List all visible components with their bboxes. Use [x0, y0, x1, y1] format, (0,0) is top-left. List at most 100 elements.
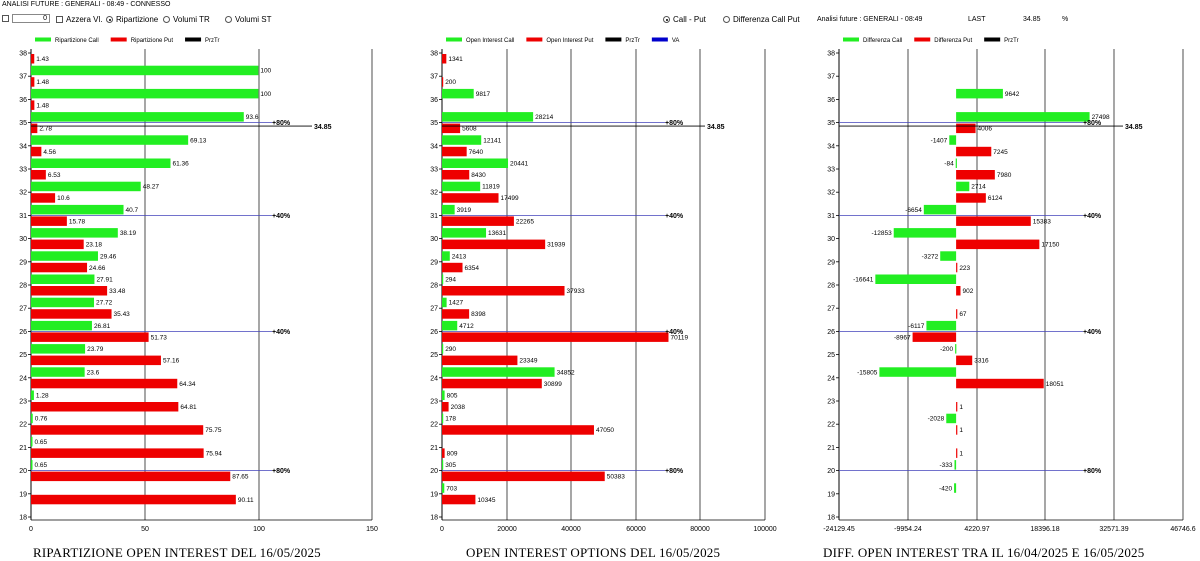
spin-input[interactable]: 0 [12, 14, 50, 23]
y-tick-label: 27 [430, 306, 438, 313]
legend-label-0: Ripartizione Call [55, 38, 99, 44]
y-tick-label: 18 [430, 515, 438, 522]
y-tick-label: 24 [19, 375, 27, 382]
diff-call-put-radio[interactable]: Differenza Call Put [723, 15, 800, 24]
bar-put [31, 309, 112, 319]
legend-swatch-2 [185, 37, 202, 42]
x-tick-label: 50 [141, 526, 149, 533]
bar-label: 2413 [452, 253, 467, 260]
bar-put [956, 425, 958, 435]
bar-put [31, 216, 67, 226]
bar-label: 0.76 [35, 416, 48, 423]
bar-put [442, 309, 470, 319]
legend-label-2: PrzTr [625, 38, 639, 44]
spin-control[interactable]: 0 [2, 14, 50, 23]
y-tick-label: 37 [430, 74, 438, 81]
legend-label-0: Open Interest Call [466, 38, 514, 44]
bar-label: 57.16 [163, 358, 180, 365]
bar-call [442, 88, 474, 99]
bar-label: -6654 [905, 207, 922, 214]
bar-label: 33.48 [109, 288, 126, 295]
ripartizione-radio[interactable]: Ripartizione [106, 15, 158, 24]
legend-swatch-0 [35, 37, 51, 42]
radio-selected-icon [663, 16, 670, 23]
bar-put [442, 77, 444, 87]
y-tick-label: 19 [430, 491, 438, 498]
bar-label: 3316 [974, 358, 989, 365]
y-tick-label: 30 [430, 236, 438, 243]
legend-label-1: Open Interest Put [546, 38, 593, 44]
y-tick-label: 34 [430, 143, 438, 150]
spin-checkbox[interactable] [2, 15, 9, 22]
bar-label: 11819 [482, 184, 500, 191]
call-put-radio[interactable]: Call - Put [663, 15, 706, 24]
legend-label-2: PrzTr [205, 38, 219, 44]
chart-title-diff-open-interest: DIFF. OPEN INTEREST TRA IL 16/04/2025 E … [823, 545, 1145, 560]
y-tick-label: 20 [19, 468, 27, 475]
bar-call [956, 88, 1003, 99]
bar-label: 3919 [457, 207, 472, 214]
y-tick-label: 19 [827, 491, 835, 498]
bar-put [31, 100, 35, 110]
percent-label: % [1062, 16, 1069, 23]
y-tick-label: 29 [827, 259, 835, 266]
bar-label: 34852 [557, 369, 575, 376]
bar-label: 2038 [451, 404, 466, 411]
bar-label: 90.11 [238, 497, 254, 504]
bar-call [31, 158, 171, 168]
bar-label: 20441 [510, 161, 528, 168]
legend-swatch-3 [651, 37, 668, 42]
y-tick-label: 21 [430, 445, 438, 452]
bar-put [442, 123, 461, 134]
legend-swatch-1 [914, 37, 931, 42]
bar-label: 0.65 [34, 462, 47, 469]
bar-label: 23.18 [86, 242, 103, 249]
bar-put [956, 123, 976, 134]
level-label: +40% [272, 213, 291, 220]
level-label: +80% [1083, 468, 1102, 475]
bar-label: 100 [260, 91, 271, 98]
bar-call [955, 158, 957, 168]
y-tick-label: 37 [19, 74, 27, 81]
radio-selected-icon [106, 16, 113, 23]
y-tick-label: 34 [827, 143, 835, 150]
bar-label: 5608 [462, 126, 477, 133]
y-tick-label: 28 [430, 283, 438, 290]
y-tick-label: 21 [827, 445, 835, 452]
azzera-label: Azzera Vl. [66, 15, 103, 24]
bar-put [442, 54, 447, 64]
azzera-checkbox[interactable]: Azzera Vl. [56, 15, 102, 24]
bar-put [31, 54, 35, 64]
volumi-tr-radio[interactable]: Volumi TR [163, 15, 210, 24]
bar-label: 67 [959, 311, 967, 318]
bar-put [31, 402, 179, 412]
bar-label: 51.73 [151, 334, 168, 341]
price-label: 34.85 [314, 124, 332, 131]
bar-call [31, 251, 98, 261]
legend-label-1: Ripartizione Put [131, 38, 174, 44]
bar-label: 1341 [448, 56, 463, 63]
bar-put [31, 123, 38, 134]
bar-label: 805 [447, 393, 458, 400]
y-tick-label: 27 [19, 306, 27, 313]
y-tick-label: 19 [19, 491, 27, 498]
bar-call [893, 228, 957, 238]
bar-call [31, 88, 259, 99]
y-tick-label: 32 [19, 190, 27, 197]
bar-put [442, 494, 476, 505]
bar-call [31, 204, 124, 215]
bar-put [31, 170, 46, 180]
y-tick-label: 22 [19, 422, 27, 429]
volumi-st-radio[interactable]: Volumi ST [225, 15, 271, 24]
y-tick-label: 30 [19, 236, 27, 243]
bar-label: 10345 [477, 497, 495, 504]
level-label: +40% [272, 329, 291, 336]
bar-label: -420 [939, 485, 952, 492]
bar-put [442, 471, 605, 482]
x-tick-label: 20000 [497, 526, 517, 533]
bar-label: -2028 [928, 416, 945, 423]
bar-put [31, 355, 161, 366]
bar-label: 1.28 [36, 393, 49, 400]
y-tick-label: 32 [430, 190, 438, 197]
bar-call [946, 413, 957, 424]
